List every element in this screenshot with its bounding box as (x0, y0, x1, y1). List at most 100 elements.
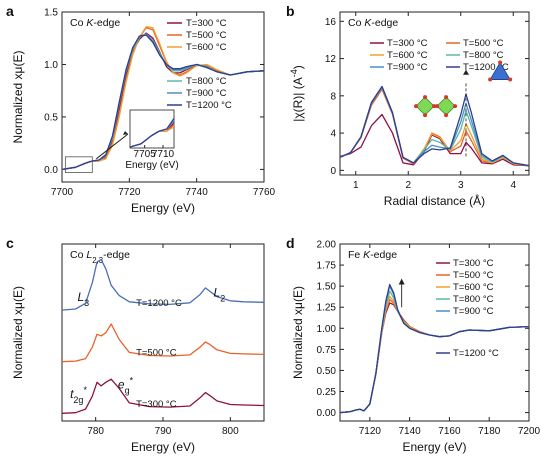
panel-title-b: Co K-edge (348, 17, 398, 29)
y-tick-label-a: 1.5 (44, 8, 58, 19)
spectrum-label-c: T=300 °C (136, 399, 177, 410)
series-line-b-0 (340, 113, 529, 167)
x-tick-label-b: 2 (405, 180, 411, 191)
series-line-a-5 (62, 34, 264, 171)
series-group-a (62, 26, 264, 171)
x-axis-title-b: Radial distance (Å) (384, 193, 485, 208)
x-tick-label-c: 780 (87, 426, 104, 437)
series-line-d-1 (340, 298, 529, 414)
series-line-d-5 (340, 283, 529, 414)
legend-label-a: T=900 °C (186, 88, 227, 99)
series-line-d-3 (340, 290, 529, 414)
y-tick-label-d: 0.50 (317, 366, 337, 377)
plot-frame-b (339, 11, 530, 176)
panel-letter-a: a (6, 3, 14, 19)
plot-frame-a (61, 11, 265, 183)
y-axis-title-b: |χ(R)| (A-4) (289, 65, 305, 122)
inset-line-2 (130, 124, 174, 148)
tetrahedron-structure-icon (488, 60, 513, 82)
x-tick-label-d: 7160 (438, 426, 461, 437)
y-tick-label-d: 1.50 (317, 282, 337, 293)
legend-label-b: T=500 °C (463, 38, 504, 49)
inset-x-tick-label: 7705 (134, 149, 157, 160)
legend-label-a: T=800 °C (186, 76, 227, 87)
panel-letter-b: b (286, 3, 295, 19)
series-line-c-2 (62, 378, 264, 414)
panel-title-c: Co L2,3-edge (70, 249, 130, 265)
panel-title-a: Co K-edge (70, 17, 120, 29)
y-tick-label-d: 1.75 (317, 261, 337, 272)
legend-label-d: T=500 °C (453, 270, 494, 281)
legend-label-a: T=1200 °C (186, 100, 232, 111)
legend-label-d: T=800 °C (453, 294, 494, 305)
x-tick-label-d: 7140 (399, 426, 422, 437)
y-tick-label-b: 0 (330, 166, 336, 177)
series-line-c-1 (62, 323, 264, 363)
edge-annotation-c-3: eg* (118, 375, 134, 395)
x-tick-label-b: 4 (510, 180, 516, 191)
inset-x-title: Energy (eV) (125, 160, 178, 171)
legend-label-a: T=600 °C (186, 42, 227, 53)
series-line-b-1 (340, 88, 529, 167)
legend-label-d: T=300 °C (453, 258, 494, 269)
octahedra-structure-icon (414, 95, 458, 118)
spectrum-label-c: T=1200 °C (136, 298, 182, 309)
x-tick-label-b: 3 (458, 180, 464, 191)
legend-label-b: T=900 °C (387, 62, 428, 73)
x-tick-label-d: 7180 (478, 426, 501, 437)
trend-arrow-d (398, 278, 405, 285)
y-tick-label-b: 16 (325, 17, 337, 28)
edge-annotation-c-2: t2g* (70, 385, 87, 405)
edge-annotation-c-0: L3 (77, 290, 89, 308)
plot-frame-d (339, 243, 530, 422)
zoom-arrow (95, 133, 129, 160)
inset-series (130, 115, 174, 148)
inset-x-tick-label: 7710 (152, 149, 175, 160)
x-tick-label-a: 7760 (253, 187, 276, 198)
series-line-d-4 (340, 285, 529, 414)
series-line-c-0 (62, 258, 264, 311)
series-group-c (62, 258, 264, 414)
y-axis-title-d: Normalized xμ(E) (291, 286, 305, 379)
y-tick-label-d: 0.75 (317, 345, 337, 356)
zoom-arrowhead (123, 131, 128, 135)
x-tick-label-d: 7200 (518, 426, 541, 437)
zoom-box (64, 156, 93, 173)
series-line-d-0 (340, 302, 529, 414)
series-line-b-3 (340, 85, 529, 167)
series-group-b (340, 85, 529, 167)
y-tick-label-d: 2.00 (317, 240, 337, 251)
series-line-d-2 (340, 295, 529, 414)
y-tick-label-a: 0.0 (44, 165, 58, 176)
series-line-b-5 (340, 85, 529, 167)
legend-label-b: T=800 °C (463, 50, 504, 61)
y-tick-label-b: 8 (330, 91, 336, 102)
y-axis-title-c: Normalized xμ(E) (11, 286, 25, 379)
legend-label-b: T=300 °C (387, 38, 428, 49)
x-tick-label-b: 1 (353, 180, 359, 191)
legend-label-d: T=1200 °C (453, 348, 499, 359)
inset-line-5 (130, 115, 174, 148)
spectrum-label-c: T=500 °C (136, 347, 177, 358)
y-axis-title-a: Normalized xμ(E) (11, 51, 25, 144)
panel-title-d: Fe K-edge (348, 249, 397, 261)
panel-c: c 780 790 800 Energy (eV) Normalized xμ(E) Co … (6, 235, 265, 454)
x-tick-label-c: 790 (155, 426, 172, 437)
panel-a: a 7700 7720 7740 7760 0.0 0.5 1.0 1.5 Energy (eV)… (6, 3, 276, 215)
edge-annotation-c-1: L2 (214, 286, 226, 304)
x-axis-title-c: Energy (eV) (131, 440, 195, 454)
x-axis-title-a: Energy (eV) (131, 201, 195, 215)
y-tick-label-b: 12 (325, 54, 337, 65)
series-line-b-4 (340, 86, 529, 167)
panel-letter-d: d (286, 235, 295, 251)
panel-letter-c: c (6, 235, 14, 251)
y-tick-label-b: 4 (330, 129, 336, 140)
series-group-d (340, 283, 529, 414)
x-tick-label-d: 7120 (359, 426, 382, 437)
x-tick-label-a: 7740 (186, 187, 209, 198)
y-tick-label-d: 1.00 (317, 324, 337, 335)
legend-label-b: T=1200 °C (463, 62, 509, 73)
legend-label-d: T=600 °C (453, 282, 494, 293)
